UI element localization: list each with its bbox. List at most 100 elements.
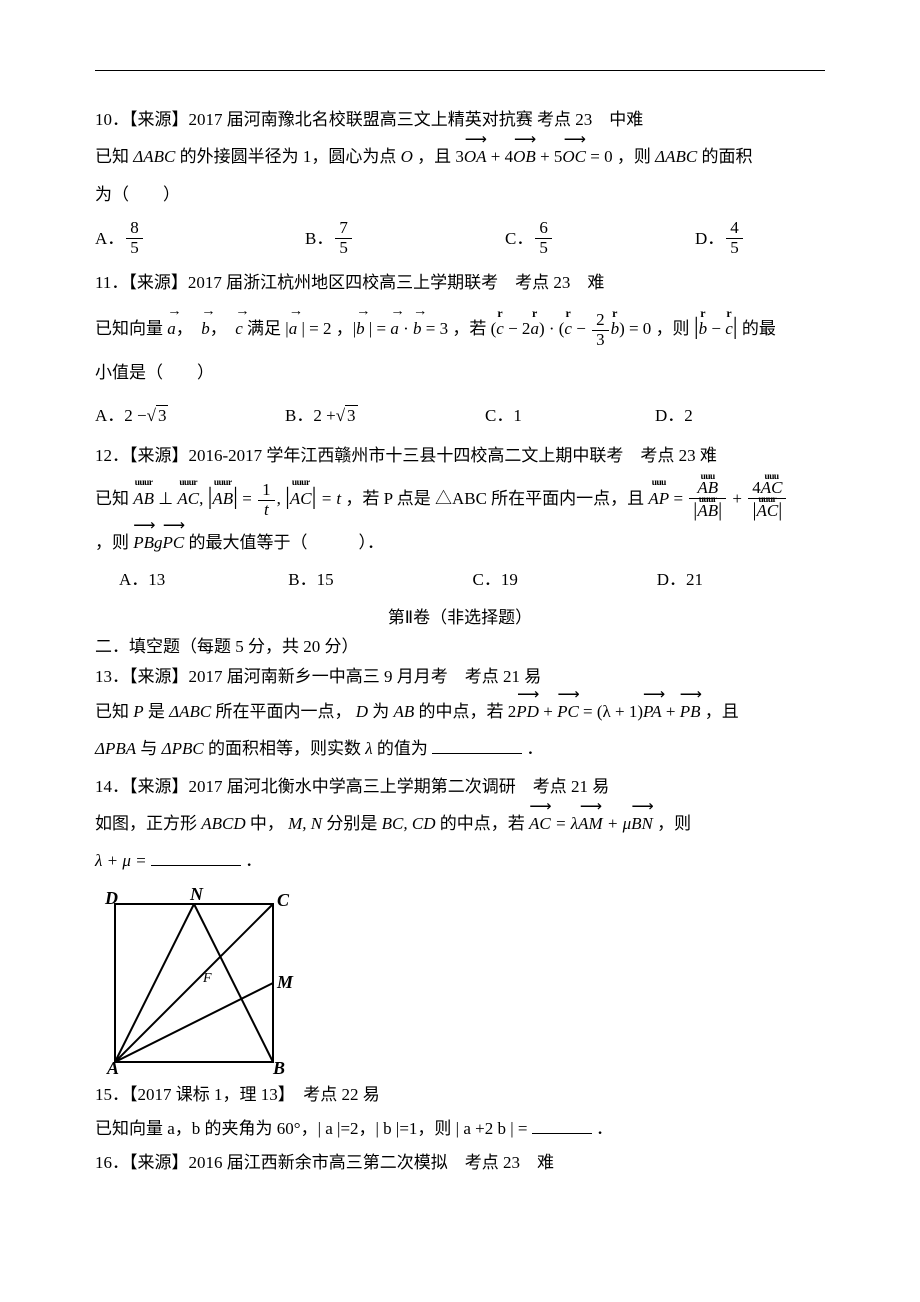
num: 8 — [126, 219, 143, 239]
val: 2 − — [124, 397, 146, 434]
label: D． — [695, 220, 724, 257]
top-rule — [95, 70, 825, 71]
text: 已知向量 a，b 的夹角为 60°，| a |=2，| b |=1，则 | a … — [95, 1119, 532, 1138]
comma: ， — [176, 319, 193, 338]
svg-text:D: D — [104, 888, 118, 908]
q11-option-b: B． 2 + √3 — [285, 397, 485, 434]
vec-c3: c — [564, 310, 572, 347]
d: D — [356, 702, 368, 721]
q15-source: 15．【2017 课标 1，理 13】 考点 22 易 — [95, 1080, 825, 1111]
q10-options: A． 85 B． 75 C． 65 D． 45 — [95, 219, 825, 257]
q10-line1: 已知 ΔABC 的外接圆半径为 1，圆心为点 O ，且 3OA + 4OB + … — [95, 138, 825, 175]
lam-plus-mu: λ + μ = — [95, 851, 151, 870]
text: 已知 — [95, 702, 133, 721]
text: ，若 P 点是 △ABC 所在平面内一点，且 — [345, 489, 648, 508]
vec-a3: a — [390, 310, 399, 347]
vec-b3: b — [413, 310, 422, 347]
text: | = 2 ，| — [301, 319, 356, 338]
text: 已知 — [95, 489, 133, 508]
q11-line2: 小值是（ ） — [95, 354, 825, 391]
q10-option-d: D． 45 — [695, 219, 825, 257]
den: 5 — [126, 239, 143, 258]
vec-c: c — [235, 310, 243, 347]
plus-mu: + μ — [607, 814, 631, 833]
q12-line1: 已知 AB ⊥ AC, |AB| = 1t, |AC| = t ，若 P 点是 … — [95, 471, 825, 524]
abs-r: | — [233, 484, 238, 510]
label: A． — [95, 220, 124, 257]
eq3: = 3 ，若 — [426, 319, 491, 338]
minus: − — [572, 319, 590, 338]
q12-option-d: D．21 — [657, 561, 703, 598]
vec-pc: PC — [163, 524, 185, 561]
label: B． — [305, 220, 333, 257]
vec-ap: AP — [648, 480, 669, 517]
vec-a2: a — [289, 310, 298, 347]
perp: ⊥ — [158, 489, 177, 508]
text: 分别是 — [326, 814, 381, 833]
comma: ， — [210, 319, 227, 338]
text: ，且 — [417, 147, 455, 166]
text: 的面积 — [701, 147, 752, 166]
q14-blank[interactable] — [151, 850, 241, 866]
q15-blank[interactable] — [532, 1118, 592, 1134]
period: ． — [245, 851, 262, 870]
vec-pb: PB — [133, 524, 154, 561]
text: 所在平面内一点， — [215, 702, 351, 721]
lambda: λ — [365, 739, 372, 758]
text: ，则 — [617, 147, 655, 166]
q10-option-a: A． 85 — [95, 219, 305, 257]
section-ii-title: 第Ⅱ卷（非选择题） — [95, 603, 825, 628]
vec-c4: c — [725, 310, 733, 347]
svg-text:F: F — [202, 971, 212, 986]
eq2: = — [673, 489, 687, 508]
text: 的中点，若 — [419, 702, 508, 721]
frac: 85 — [124, 219, 145, 257]
comma: , — [199, 489, 208, 508]
g: g — [154, 533, 163, 552]
vec-c2: c — [496, 310, 504, 347]
svg-text:B: B — [272, 1058, 285, 1076]
den: 5 — [535, 239, 552, 258]
den: 5 — [335, 239, 352, 258]
vec-ac: AC — [529, 805, 551, 842]
minus2a: − 2 — [504, 319, 531, 338]
plus5: + 5 — [540, 147, 562, 166]
num: 2 — [592, 311, 609, 331]
point-o: O — [401, 147, 413, 166]
text: 是 — [148, 702, 169, 721]
label: D．2 — [655, 397, 693, 434]
tail: ，则 — [657, 814, 691, 833]
den: |AC| — [748, 499, 786, 521]
and: 与 — [140, 739, 161, 758]
vec-b5: b — [699, 310, 708, 347]
q10-option-b: B． 75 — [305, 219, 505, 257]
text: 的外接圆半径为 1，圆心为点 — [180, 147, 401, 166]
vec-am: AM — [578, 805, 603, 842]
text: 的面积相等，则实数 — [208, 739, 365, 758]
vector-oc: OC — [562, 138, 586, 175]
period: ． — [596, 1119, 613, 1138]
q13-blank[interactable] — [432, 738, 522, 754]
sqrt: √3 — [336, 397, 358, 434]
radicand: 3 — [345, 405, 358, 425]
num: 4 — [726, 219, 743, 239]
q13-line2: ΔPBA 与 ΔPBC 的面积相等，则实数 λ 的值为 ． — [95, 730, 825, 767]
eq: = (λ + 1) — [583, 702, 643, 721]
mn: M, N — [288, 814, 322, 833]
q12-line2: ，则 PBgPC 的最大值等于（ ）． — [95, 524, 825, 561]
q12-option-c: C．19 — [473, 561, 653, 598]
triangle-abc2: ΔABC — [655, 147, 697, 166]
text: 已知 — [95, 147, 133, 166]
vec-b4: b — [611, 310, 620, 347]
then: ，则 — [656, 319, 694, 338]
text: 的最大值等于（ ）． — [189, 533, 385, 552]
q13-line1: 已知 P 是 ΔABC 所在平面内一点， D 为 AB 的中点，若 2PD + … — [95, 693, 825, 730]
text: | = — [369, 319, 391, 338]
eq-zero: ) = 0 — [619, 319, 651, 338]
num: 6 — [535, 219, 552, 239]
abs-ac: AC — [290, 480, 312, 517]
text: 中， — [250, 814, 284, 833]
q11-option-d: D．2 — [655, 397, 825, 434]
abs-ac2: AC — [756, 502, 778, 521]
vector-oa: OA — [464, 138, 487, 175]
